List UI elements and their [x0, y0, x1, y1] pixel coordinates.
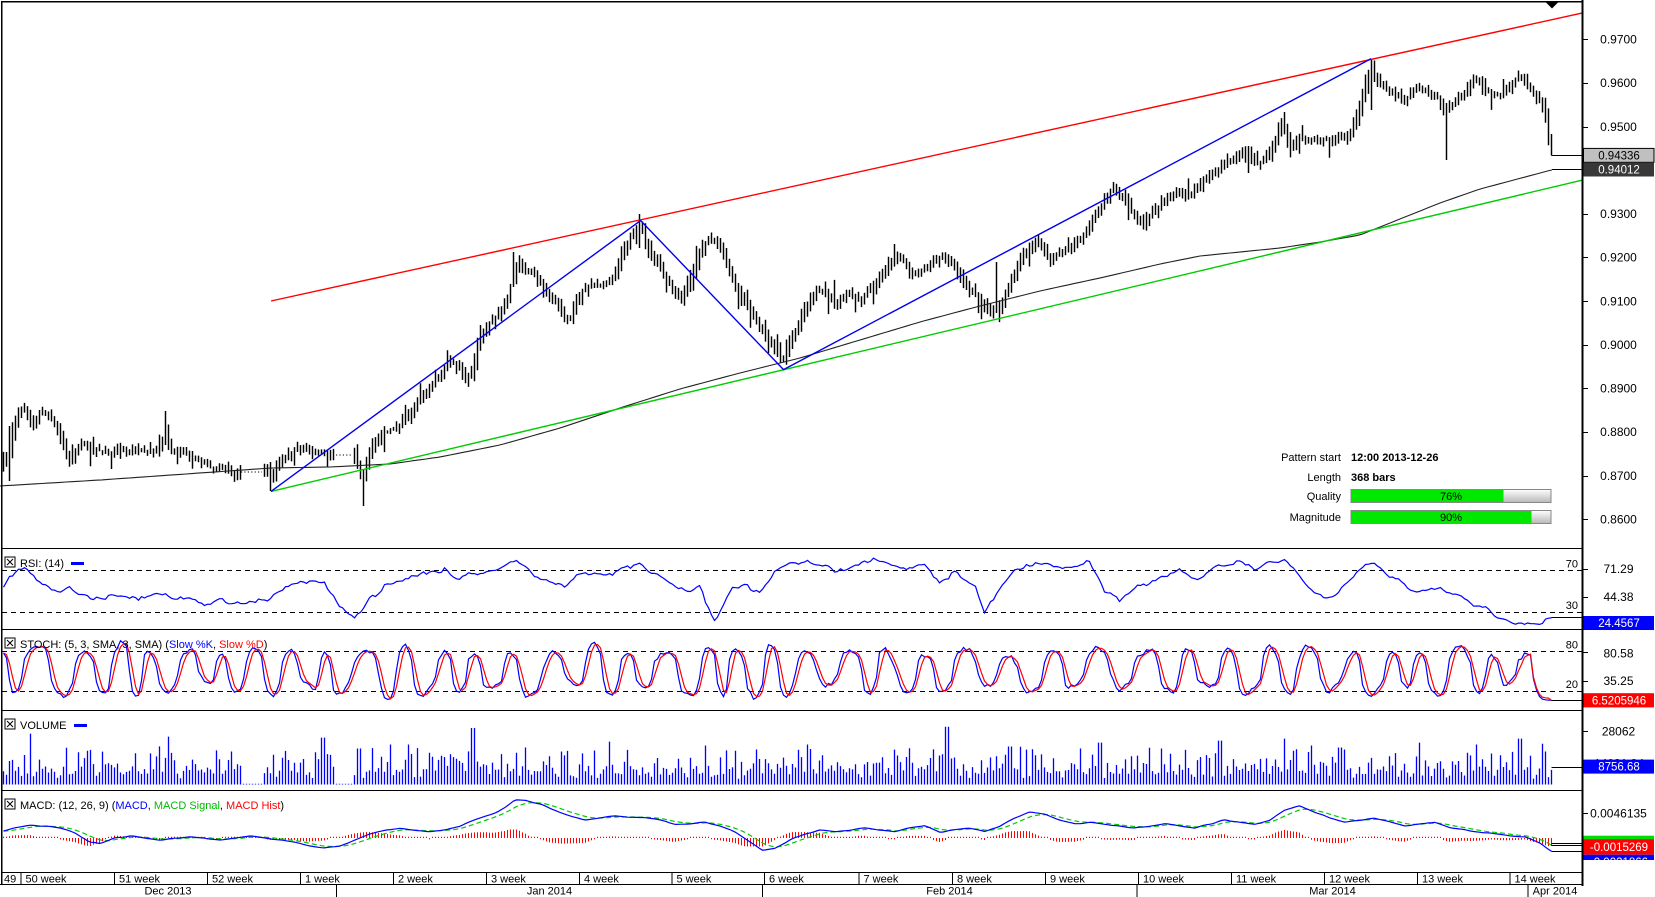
svg-text:VOLUME: VOLUME	[20, 720, 66, 732]
svg-text:0.9700: 0.9700	[1600, 33, 1637, 47]
svg-text:0.9300: 0.9300	[1600, 207, 1637, 221]
svg-text:0.9500: 0.9500	[1600, 120, 1637, 134]
svg-text:Jan 2014: Jan 2014	[527, 886, 572, 897]
svg-text:7 week: 7 week	[864, 874, 899, 886]
svg-text:8 week: 8 week	[957, 874, 992, 886]
svg-text:9 week: 9 week	[1050, 874, 1085, 886]
svg-text:13 week: 13 week	[1422, 874, 1463, 886]
svg-text:Mar 2014: Mar 2014	[1309, 886, 1355, 897]
svg-text:20: 20	[1566, 679, 1578, 691]
svg-text:6 week: 6 week	[769, 874, 804, 886]
svg-text:0.8800: 0.8800	[1600, 425, 1637, 439]
svg-text:Dec 2013: Dec 2013	[144, 886, 191, 897]
svg-text:12 week: 12 week	[1329, 874, 1370, 886]
svg-text:0.0046135: 0.0046135	[1590, 807, 1647, 821]
svg-text:STOCH: (5, 3, SMA, 3, SMA) (Sl: STOCH: (5, 3, SMA, 3, SMA) (Slow %K, Slo…	[20, 639, 267, 651]
svg-text:70: 70	[1566, 559, 1578, 571]
svg-text:8756.68: 8756.68	[1598, 762, 1640, 774]
svg-text:80.58: 80.58	[1603, 647, 1633, 661]
svg-text:0.9100: 0.9100	[1600, 294, 1637, 308]
svg-text:11 week: 11 week	[1236, 874, 1277, 886]
svg-text:0.9200: 0.9200	[1600, 251, 1637, 265]
svg-text:Quality: Quality	[1307, 491, 1342, 503]
svg-text:1 week: 1 week	[305, 874, 340, 886]
svg-text:6.5205946: 6.5205946	[1592, 695, 1646, 707]
svg-text:14 week: 14 week	[1515, 874, 1556, 886]
svg-text:52 week: 52 week	[212, 874, 253, 886]
svg-text:0.9600: 0.9600	[1600, 76, 1637, 90]
svg-text:0.94336: 0.94336	[1598, 150, 1640, 162]
svg-text:0.9000: 0.9000	[1600, 338, 1637, 352]
svg-text:10 week: 10 week	[1143, 874, 1184, 886]
svg-text:3 week: 3 week	[491, 874, 526, 886]
svg-text:44.38: 44.38	[1603, 590, 1633, 604]
svg-text:49: 49	[4, 874, 16, 886]
svg-text:0.8900: 0.8900	[1600, 382, 1637, 396]
svg-text:MACD: (12, 26, 9) (MACD, MACD: MACD: (12, 26, 9) (MACD, MACD Signal, MA…	[20, 800, 284, 812]
svg-text:90%: 90%	[1440, 512, 1462, 524]
svg-text:368 bars: 368 bars	[1351, 472, 1396, 484]
svg-text:28062: 28062	[1602, 725, 1636, 739]
svg-text:RSI: (14): RSI: (14)	[20, 558, 64, 570]
svg-text:35.25: 35.25	[1603, 674, 1633, 688]
svg-text:0.8600: 0.8600	[1600, 513, 1637, 527]
svg-text:12:00 2013-12-26: 12:00 2013-12-26	[1351, 452, 1438, 464]
svg-text:0.8700: 0.8700	[1600, 469, 1637, 483]
svg-text:51 week: 51 week	[119, 874, 160, 886]
svg-text:Length: Length	[1307, 472, 1341, 484]
svg-text:Magnitude: Magnitude	[1290, 512, 1341, 524]
svg-text:71.29: 71.29	[1603, 562, 1633, 576]
svg-text:80: 80	[1566, 639, 1578, 651]
svg-text:-0.0015269: -0.0015269	[1590, 842, 1648, 854]
svg-text:Feb 2014: Feb 2014	[926, 886, 972, 897]
svg-text:5 week: 5 week	[677, 874, 712, 886]
svg-text:76%: 76%	[1440, 491, 1462, 503]
svg-text:Apr 2014: Apr 2014	[1533, 886, 1578, 897]
svg-text:30: 30	[1566, 600, 1578, 612]
svg-text:50 week: 50 week	[26, 874, 67, 886]
svg-text:0.94012: 0.94012	[1598, 165, 1640, 177]
svg-text:Pattern start: Pattern start	[1281, 452, 1341, 464]
svg-text:4 week: 4 week	[584, 874, 619, 886]
svg-text:2 week: 2 week	[398, 874, 433, 886]
svg-text:-0.0021866: -0.0021866	[1590, 857, 1648, 869]
svg-text:24.4567: 24.4567	[1598, 618, 1640, 630]
